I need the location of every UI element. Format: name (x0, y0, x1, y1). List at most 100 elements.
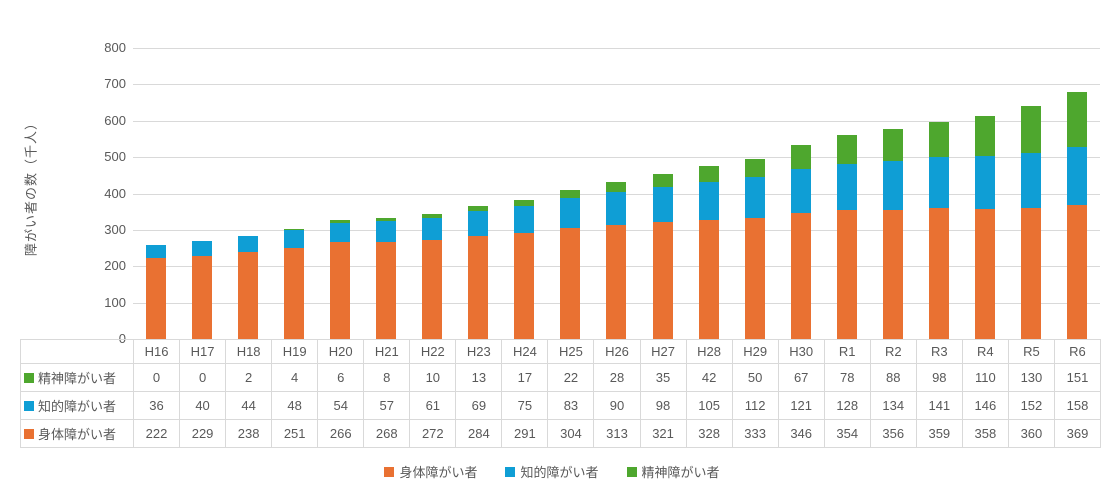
table-value-cell: 321 (640, 420, 687, 448)
bar-segment (468, 235, 489, 339)
table-value-cell: 346 (778, 420, 825, 448)
bar-segment (974, 208, 995, 339)
bar-segment (284, 247, 305, 339)
bar-segment (698, 219, 719, 339)
bar-segment (606, 182, 627, 193)
bar-segment (882, 209, 903, 339)
table-category-cell: H19 (272, 340, 319, 364)
bar-segment (560, 228, 581, 339)
bar-segment (836, 135, 857, 164)
table-value-cell: 251 (272, 420, 319, 448)
table-value-cell: 2 (226, 364, 273, 392)
bar-segment (468, 205, 489, 211)
legend-item: 知的障がい者 (505, 462, 599, 481)
table-category-cell: H20 (318, 340, 365, 364)
table-category-cell: H18 (226, 340, 273, 364)
bar-column-H24 (501, 48, 547, 339)
table-value-cell: 152 (1008, 392, 1055, 420)
stacked-bar (146, 245, 167, 339)
bar-segment (882, 160, 903, 210)
table-value-cell: 48 (272, 392, 319, 420)
bar-segment (744, 217, 765, 339)
bar-column-H22 (409, 48, 455, 339)
table-value-cell: 57 (364, 392, 411, 420)
bar-segment (1020, 152, 1041, 209)
stacked-bar (1066, 92, 1087, 339)
bar-segment (974, 155, 995, 209)
table-value-cell: 272 (410, 420, 457, 448)
bar-segment (928, 121, 949, 158)
stacked-bar (836, 135, 857, 339)
y-tick-label: 300 (104, 221, 126, 237)
series-name-label: 知的障がい者 (38, 399, 117, 414)
bar-segment (698, 181, 719, 220)
table-value-cell: 35 (640, 364, 687, 392)
bar-segment (192, 241, 213, 256)
bar-segment (330, 220, 351, 223)
stacked-bar (238, 235, 259, 339)
table-value-cell: 313 (594, 420, 641, 448)
table-category-cell: H30 (778, 340, 825, 364)
bar-segment (560, 190, 581, 199)
table-value-cell: 134 (870, 392, 917, 420)
stacked-bar (192, 241, 213, 339)
table-category-cell: H16 (134, 340, 181, 364)
bar-segment (606, 192, 627, 226)
bar-segment (514, 199, 535, 206)
y-tick-label: 200 (104, 258, 126, 274)
bar-segment (192, 255, 213, 339)
stacked-bar (514, 199, 535, 339)
bar-segment (238, 235, 259, 237)
bar-segment (698, 166, 719, 182)
legend-swatch-icon (626, 466, 637, 477)
table-value-cell: 333 (732, 420, 779, 448)
y-tick-label: 400 (104, 185, 126, 201)
table-value-cell: 61 (410, 392, 457, 420)
bar-column-H18 (225, 48, 271, 339)
table-row-header: 精神障がい者 (21, 364, 134, 392)
stacked-bar (468, 205, 489, 339)
bar-column-H25 (547, 48, 593, 339)
bar-segment (422, 214, 443, 218)
table-value-cell: 369 (1054, 420, 1101, 448)
bar-segment (974, 115, 995, 156)
bar-segment (928, 157, 949, 209)
bar-column-H20 (317, 48, 363, 339)
stacked-bar (882, 128, 903, 339)
table-value-cell: 90 (594, 392, 641, 420)
table-value-cell: 146 (962, 392, 1009, 420)
table-value-cell: 112 (732, 392, 779, 420)
legend-label: 精神障がい者 (641, 465, 720, 480)
series-name-label: 精神障がい者 (38, 371, 117, 386)
table-value-cell: 54 (318, 392, 365, 420)
bar-segment (1066, 92, 1087, 148)
table-category-cell: H26 (594, 340, 641, 364)
gridline (133, 48, 1100, 49)
gridline (133, 84, 1100, 86)
table-value-cell: 238 (226, 420, 273, 448)
stacked-bar (652, 173, 673, 339)
legend-swatch-icon (384, 466, 395, 477)
bar-segment (790, 213, 811, 339)
stacked-bar (330, 220, 351, 339)
bar-segment (238, 252, 259, 339)
table-value-cell: 75 (502, 392, 549, 420)
table-value-cell: 50 (732, 364, 779, 392)
bar-column-R6 (1054, 48, 1100, 339)
bar-segment (1020, 105, 1041, 153)
stacked-bar (744, 158, 765, 339)
bar-segment (836, 210, 857, 339)
bar-segment (744, 158, 765, 178)
bar-segment (836, 163, 857, 211)
bar-column-R2 (870, 48, 916, 339)
stacked-bar (790, 144, 811, 339)
table-value-cell: 359 (916, 420, 963, 448)
bar-column-R4 (962, 48, 1008, 339)
table-value-cell: 128 (824, 392, 871, 420)
table-value-cell: 13 (456, 364, 503, 392)
bar-segment (422, 217, 443, 241)
bar-column-H26 (593, 48, 639, 339)
bar-column-R1 (824, 48, 870, 339)
table-category-cell: R4 (962, 340, 1009, 364)
